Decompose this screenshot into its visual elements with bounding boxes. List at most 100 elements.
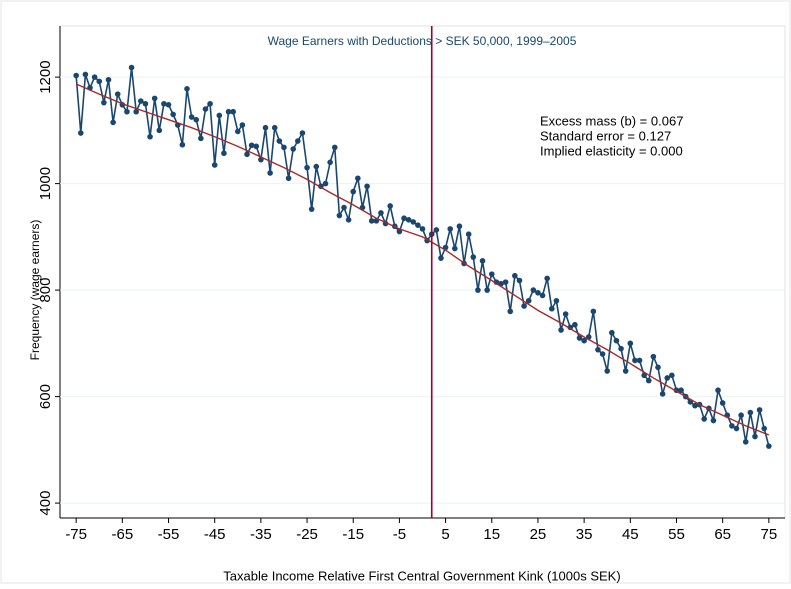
data-point bbox=[766, 443, 772, 449]
x-tick-label: -15 bbox=[342, 526, 364, 543]
data-point bbox=[230, 108, 236, 115]
x-tick-label: -35 bbox=[250, 526, 272, 543]
data-point bbox=[147, 133, 153, 140]
data-point bbox=[452, 245, 458, 252]
data-point bbox=[419, 226, 426, 232]
data-point bbox=[133, 108, 139, 115]
data-point bbox=[507, 308, 514, 315]
x-tick-label: -5 bbox=[393, 526, 406, 543]
data-point bbox=[539, 292, 546, 299]
data-point bbox=[110, 119, 116, 126]
data-point bbox=[742, 439, 749, 445]
y-tick-label: 1200 bbox=[37, 60, 54, 93]
data-point bbox=[322, 180, 329, 187]
data-point bbox=[156, 127, 163, 134]
data-point bbox=[184, 86, 190, 92]
data-point bbox=[114, 91, 121, 97]
y-tick-label: 400 bbox=[37, 491, 54, 516]
x-tick-label: -65 bbox=[111, 526, 133, 543]
data-point bbox=[710, 417, 717, 424]
data-point bbox=[350, 188, 357, 195]
data-point bbox=[165, 102, 172, 108]
data-point bbox=[535, 289, 541, 296]
data-point bbox=[387, 203, 393, 209]
data-point bbox=[202, 106, 209, 112]
data-point bbox=[572, 321, 578, 328]
x-tick-label: 15 bbox=[483, 526, 500, 543]
data-point bbox=[341, 204, 347, 211]
x-tick-label: -25 bbox=[296, 526, 318, 543]
x-tick-label: 45 bbox=[622, 526, 639, 543]
data-point bbox=[221, 150, 227, 157]
data-point bbox=[479, 258, 486, 264]
data-point bbox=[627, 340, 634, 347]
data-point bbox=[225, 108, 232, 115]
data-point bbox=[198, 135, 204, 142]
data-point bbox=[262, 124, 269, 131]
data-point bbox=[271, 124, 278, 131]
y-tick-label: 600 bbox=[37, 384, 54, 409]
plot-area bbox=[59, 25, 786, 519]
annotation: Excess mass (b) = 0.067 bbox=[540, 113, 683, 128]
data-point bbox=[548, 305, 555, 312]
data-point bbox=[599, 351, 606, 357]
data-point bbox=[433, 227, 440, 233]
data-point bbox=[733, 425, 740, 432]
data-point bbox=[613, 337, 620, 344]
data-point bbox=[355, 175, 361, 182]
data-point bbox=[313, 163, 320, 170]
data-point bbox=[618, 345, 624, 352]
data-point bbox=[701, 416, 707, 422]
data-point bbox=[622, 368, 629, 374]
x-tick-label: 35 bbox=[576, 526, 593, 543]
data-point bbox=[331, 144, 338, 151]
data-point bbox=[756, 407, 763, 413]
data-point bbox=[470, 254, 477, 260]
data-point bbox=[216, 112, 223, 119]
data-point bbox=[493, 279, 500, 285]
data-point bbox=[752, 433, 758, 440]
data-point bbox=[655, 364, 661, 371]
data-point bbox=[553, 297, 560, 304]
data-point bbox=[525, 297, 532, 304]
data-point bbox=[170, 111, 176, 118]
data-point bbox=[544, 275, 550, 282]
data-point bbox=[719, 400, 726, 406]
data-point bbox=[595, 346, 601, 353]
x-tick-label: 55 bbox=[668, 526, 685, 543]
data-point bbox=[484, 287, 490, 293]
data-point bbox=[368, 218, 375, 224]
data-point bbox=[378, 210, 384, 216]
data-point bbox=[179, 141, 186, 148]
data-point bbox=[632, 357, 638, 364]
x-axis-label: Taxable Income Relative First Central Go… bbox=[223, 568, 620, 583]
data-point bbox=[364, 183, 370, 190]
data-point bbox=[521, 303, 527, 309]
data-point bbox=[138, 98, 144, 104]
data-point bbox=[345, 217, 352, 223]
data-point bbox=[609, 329, 615, 336]
data-point bbox=[101, 99, 107, 106]
data-point bbox=[290, 146, 297, 152]
data-point bbox=[396, 228, 403, 235]
data-point bbox=[502, 279, 509, 285]
annotation: Implied elasticity = 0.000 bbox=[540, 143, 683, 158]
data-point bbox=[91, 74, 98, 80]
data-point bbox=[530, 287, 537, 293]
data-point bbox=[151, 95, 158, 102]
data-point bbox=[77, 130, 84, 136]
data-point bbox=[253, 143, 260, 150]
x-tick-label: 65 bbox=[714, 526, 731, 543]
data-point bbox=[692, 402, 698, 409]
data-point bbox=[664, 375, 671, 381]
data-point bbox=[285, 175, 292, 182]
data-point bbox=[96, 78, 103, 85]
x-tick-label: 75 bbox=[760, 526, 777, 543]
data-point bbox=[248, 142, 255, 149]
y-tick-label: 800 bbox=[37, 278, 54, 303]
data-point bbox=[304, 164, 310, 171]
data-point bbox=[456, 223, 463, 230]
data-point bbox=[678, 387, 684, 394]
data-point bbox=[207, 100, 213, 107]
